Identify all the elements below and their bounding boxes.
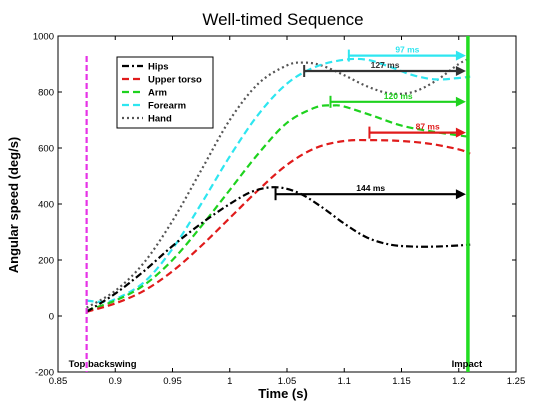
x-tick-label: 1 [227, 376, 232, 387]
y-tick-label: 200 [38, 256, 54, 267]
chart-title: Well-timed Sequence [202, 10, 363, 29]
y-tick-label: 600 [38, 144, 54, 155]
lag-arrowhead-upper-torso [455, 127, 466, 138]
lag-label-forearm: 97 ms [395, 45, 419, 55]
legend-label-upper-torso: Upper torso [148, 75, 202, 86]
lag-label-arm: 120 ms [384, 91, 413, 101]
x-tick-label: 0.95 [163, 376, 182, 387]
series-line-hand [86, 57, 471, 309]
x-tick-label: 1.05 [278, 376, 297, 387]
legend-label-forearm: Forearm [148, 101, 186, 112]
lag-arrowhead-hand [455, 66, 466, 76]
series-line-hips [86, 186, 471, 313]
legend-label-hand: Hand [148, 114, 172, 125]
series-line-upper-torso [86, 138, 471, 313]
y-tick-label: -200 [35, 368, 54, 379]
x-tick-label: 0.85 [49, 376, 68, 387]
y-tick-label: 400 [38, 200, 54, 211]
x-tick-label: 0.9 [109, 376, 122, 387]
series-line-arm [86, 104, 471, 312]
lag-arrowhead-forearm [455, 50, 466, 61]
y-tick-label: 800 [38, 88, 54, 99]
y-axis-label: Angular speed (deg/s) [6, 137, 21, 274]
series-line-forearm [86, 57, 471, 304]
y-tick-label: 1000 [33, 32, 54, 43]
lag-label-upper-torso: 87 ms [416, 122, 440, 132]
x-tick-label: 1.25 [507, 376, 526, 387]
x-axis-label: Time (s) [258, 386, 308, 401]
legend: Hips Upper torso Arm Forearm Hand [116, 56, 214, 129]
lag-label-hips: 144 ms [356, 183, 385, 193]
lag-arrowhead-arm [455, 96, 466, 107]
x-tick-label: 1.1 [338, 376, 351, 387]
legend-label-hips: Hips [148, 62, 169, 73]
lag-label-hand: 127 ms [371, 60, 400, 70]
lag-arrowhead-hips [455, 189, 466, 200]
y-tick-label: 0 [49, 312, 54, 323]
x-tick-label: 1.2 [452, 376, 465, 387]
legend-label-arm: Arm [148, 88, 167, 99]
top-backswing-label: Top backswing [69, 359, 137, 370]
impact-label: Impact [452, 359, 483, 370]
x-tick-label: 1.15 [392, 376, 411, 387]
